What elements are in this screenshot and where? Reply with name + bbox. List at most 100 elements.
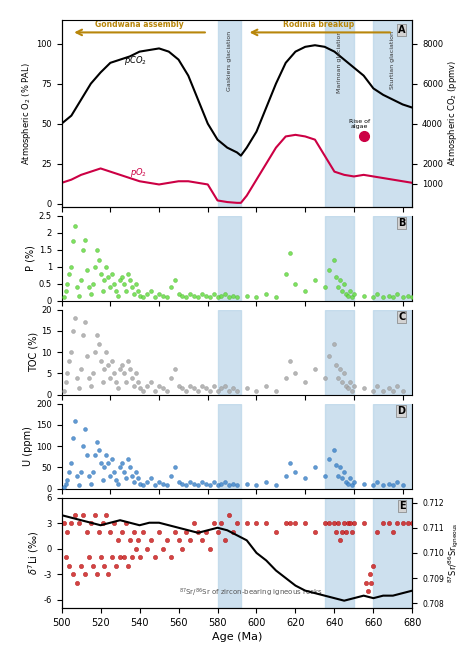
Point — [399, 292, 406, 303]
Point — [118, 526, 126, 537]
Point — [130, 526, 137, 537]
Point — [186, 477, 194, 488]
Point — [95, 526, 102, 537]
Point — [198, 477, 206, 488]
Point — [171, 462, 178, 473]
Point — [95, 254, 102, 265]
Point — [114, 383, 122, 394]
Point — [130, 477, 137, 488]
Point — [87, 381, 95, 392]
Point — [134, 285, 141, 296]
Point — [109, 356, 116, 366]
Point — [301, 377, 309, 387]
Point — [167, 282, 174, 292]
Point — [60, 292, 67, 303]
Point — [85, 471, 93, 481]
Point — [60, 518, 67, 528]
Point — [348, 385, 356, 396]
Point — [171, 275, 178, 286]
Point — [263, 381, 270, 392]
Point — [126, 462, 134, 473]
Point — [97, 356, 104, 366]
Point — [311, 364, 319, 375]
Point — [70, 569, 77, 579]
Point — [346, 473, 354, 483]
Bar — [218, 309, 241, 395]
Point — [62, 552, 69, 562]
Point — [370, 480, 377, 490]
Point — [140, 480, 147, 490]
Point — [338, 526, 346, 537]
Text: Rise of
algae: Rise of algae — [349, 118, 370, 129]
Point — [163, 480, 171, 490]
Point — [144, 381, 151, 392]
Point — [151, 480, 159, 490]
Point — [206, 480, 213, 490]
Point — [151, 552, 159, 562]
Bar — [218, 20, 241, 207]
Bar — [325, 498, 354, 608]
Point — [218, 478, 225, 489]
Point — [99, 475, 106, 485]
Point — [155, 526, 163, 537]
Point — [292, 466, 299, 477]
Point — [272, 526, 280, 537]
Y-axis label: TOC (%): TOC (%) — [28, 332, 38, 372]
Point — [130, 381, 137, 392]
Point — [147, 535, 155, 545]
Point — [393, 477, 401, 488]
Point — [112, 377, 120, 387]
Point — [124, 356, 132, 366]
Point — [77, 275, 85, 286]
Point — [64, 279, 71, 289]
X-axis label: Age (Ma): Age (Ma) — [212, 632, 262, 642]
Point — [83, 351, 91, 362]
Point — [210, 289, 218, 300]
Point — [333, 526, 340, 537]
Point — [311, 462, 319, 473]
Point — [89, 466, 97, 477]
Point — [110, 368, 118, 379]
Point — [362, 577, 369, 588]
Point — [344, 518, 352, 528]
Point — [64, 368, 71, 379]
Point — [226, 292, 233, 303]
Point — [385, 290, 393, 301]
Point — [385, 383, 393, 394]
Point — [83, 449, 91, 460]
Point — [128, 552, 136, 562]
Point — [85, 373, 93, 383]
Point — [340, 466, 348, 477]
Point — [75, 383, 83, 394]
Point — [109, 552, 116, 562]
Point — [95, 445, 102, 456]
Point — [179, 290, 186, 301]
Point — [340, 279, 348, 289]
Point — [93, 437, 100, 447]
Point — [364, 586, 371, 596]
Point — [350, 381, 358, 392]
Point — [83, 265, 91, 275]
Point — [226, 385, 233, 396]
Point — [109, 268, 116, 279]
Point — [72, 313, 79, 324]
Point — [132, 543, 139, 554]
Point — [221, 381, 229, 392]
Point — [335, 471, 342, 481]
Point — [140, 385, 147, 396]
Point — [379, 292, 387, 303]
Point — [389, 526, 397, 537]
Point — [337, 535, 344, 545]
Point — [75, 518, 83, 528]
Text: A: A — [398, 26, 405, 35]
Point — [122, 473, 130, 483]
Point — [73, 373, 81, 383]
Point — [85, 282, 93, 292]
Point — [144, 289, 151, 300]
Point — [75, 290, 83, 301]
Text: B: B — [398, 218, 405, 228]
Point — [337, 275, 344, 286]
Point — [116, 462, 124, 473]
Point — [128, 282, 136, 292]
Point — [136, 552, 143, 562]
